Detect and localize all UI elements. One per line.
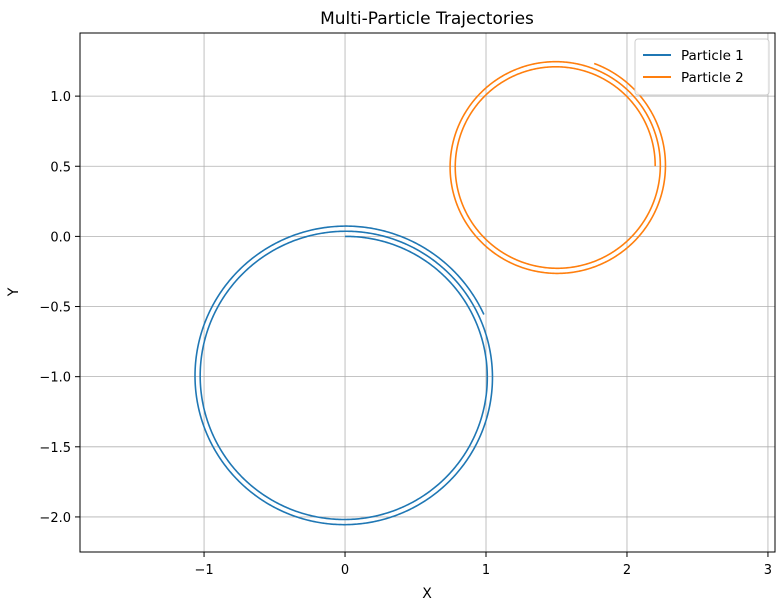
- x-axis-label: X: [422, 586, 432, 602]
- y-tick-label: −1.0: [39, 371, 71, 386]
- trajectory-particle-2: [449, 60, 667, 275]
- x-tick-label: 2: [623, 563, 631, 578]
- y-axis-label: Y: [6, 287, 22, 297]
- chart-title: Multi-Particle Trajectories: [320, 9, 534, 29]
- x-tick-label: −1: [194, 563, 213, 578]
- series-group: [194, 60, 667, 526]
- y-tick-label: 0.5: [50, 160, 71, 175]
- y-tick-label: 0.0: [50, 230, 71, 245]
- y-tick-label: −1.5: [39, 441, 71, 456]
- legend: Particle 1 Particle 2: [634, 38, 770, 96]
- plot-frame: [79, 32, 776, 553]
- y-tick-label: −0.5: [39, 301, 71, 316]
- legend-label: Particle 2: [681, 70, 744, 86]
- x-tick-label: 1: [482, 563, 490, 578]
- y-tick-label: 1.0: [50, 90, 71, 105]
- x-tick-label: 0: [341, 563, 349, 578]
- trajectory-particle-1: [194, 225, 494, 526]
- grid-lines: [80, 33, 775, 552]
- x-tick-label: 3: [764, 563, 772, 578]
- legend-box: [634, 38, 770, 96]
- legend-label: Particle 1: [681, 48, 744, 64]
- axis-ticks: −1 0 1 2 3 −2.0 −1.5 −1.0 −0.5 0.0 0.5 1.0: [39, 90, 772, 578]
- y-tick-label: −2.0: [39, 511, 71, 526]
